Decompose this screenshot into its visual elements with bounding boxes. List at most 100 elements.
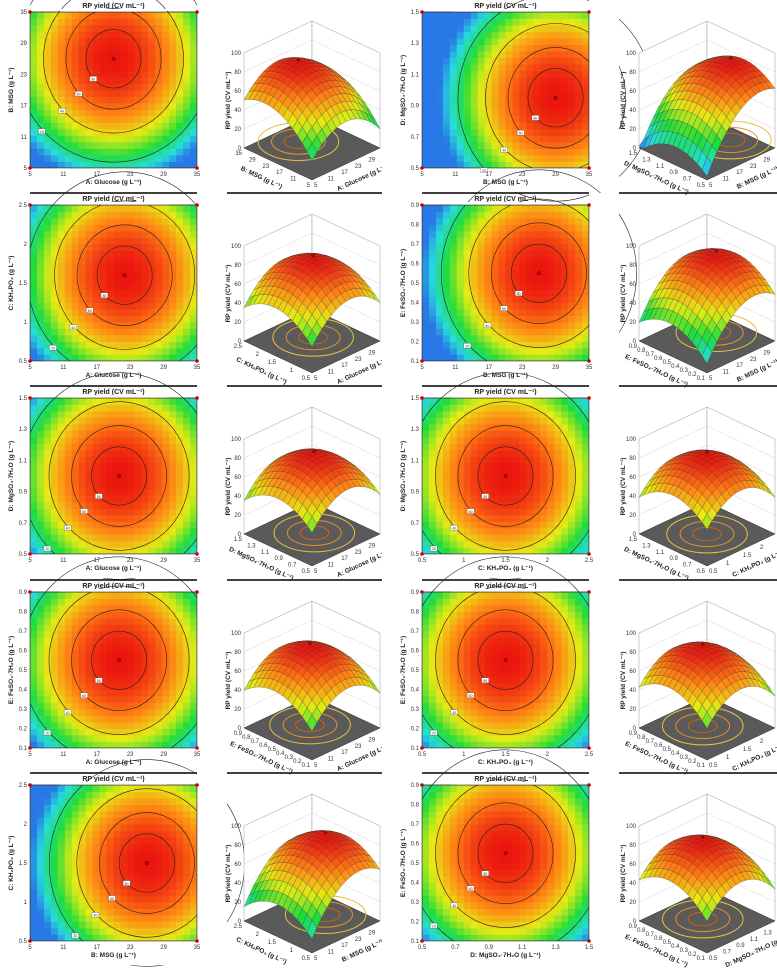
heatmap-cell: [148, 348, 156, 355]
surface-x-tick: 11: [328, 177, 335, 183]
heatmap-cell: [127, 631, 135, 638]
heatmap-cell: [155, 12, 163, 19]
heatmap-cell: [148, 12, 156, 19]
heatmap-cell: [519, 25, 527, 32]
heatmap-cell: [568, 44, 576, 52]
heatmap-cell: [127, 785, 135, 792]
contour-line: [43, 0, 184, 134]
heatmap-cell: [568, 83, 576, 91]
contour-line: [98, 812, 195, 914]
heatmap-cell: [30, 257, 38, 264]
surface-x-tick: 29: [368, 930, 375, 936]
surface-x-tick: 23: [355, 357, 362, 363]
heatmap-cell: [113, 541, 121, 548]
contour-line: [48, 585, 190, 735]
heatmap-cell: [190, 598, 198, 606]
heatmap-cell: [113, 605, 121, 612]
heatmap-cell: [141, 77, 149, 84]
heatmap-cell: [568, 155, 576, 162]
z-tick-label: 60: [234, 89, 241, 95]
heatmap-cell: [71, 709, 80, 716]
heatmap-cell: [30, 450, 38, 457]
heatmap-cell: [155, 804, 163, 812]
heatmap-cell: [113, 283, 121, 290]
heatmap-cell: [99, 205, 107, 212]
heatmap-cell: [169, 211, 177, 219]
heatmap-cell: [85, 644, 94, 651]
heatmap-cell: [176, 83, 184, 91]
heatmap-cell: [561, 161, 569, 169]
heatmap-cell: [106, 129, 114, 136]
heatmap-cell: [36, 103, 45, 110]
heatmap-cell: [183, 670, 191, 677]
heatmap-cell: [176, 404, 184, 412]
heatmap-cell: [50, 882, 59, 890]
heatmap-cell: [43, 598, 52, 606]
heatmap-cell: [498, 161, 506, 169]
heatmap-cell: [442, 109, 451, 117]
heatmap-cell: [71, 38, 80, 45]
heatmap-cell: [64, 51, 73, 58]
heatmap-cell: [71, 876, 80, 883]
heatmap-cell: [30, 411, 38, 418]
heatmap-cell: [113, 417, 121, 425]
heatmap-cell: [169, 283, 177, 290]
contour-line: [71, 609, 167, 711]
heatmap-cell: [127, 489, 135, 496]
heatmap-cell: [71, 728, 80, 736]
heatmap-cell: [162, 915, 170, 922]
heatmap-cell: [50, 657, 59, 664]
heatmap-cell: [155, 122, 163, 130]
heatmap-cell: [120, 670, 128, 677]
heatmap-cell: [43, 218, 52, 225]
heatmap-cell: [176, 889, 184, 896]
heatmap-cell: [155, 921, 163, 929]
heatmap-cell: [176, 495, 184, 503]
heatmap-cell: [43, 515, 52, 522]
heatmap-cell: [456, 96, 465, 104]
heatmap-cell: [78, 495, 87, 503]
heatmap-cell: [162, 824, 170, 831]
heatmap-cell: [85, 650, 94, 658]
y-tick-label: 1.5: [19, 281, 28, 287]
heatmap-cell: [92, 263, 100, 271]
heatmap-cell: [43, 122, 52, 130]
grid-line: [243, 425, 381, 459]
y-tick-label: 0.9: [19, 590, 28, 596]
heatmap-cell: [36, 934, 45, 942]
heatmap-cell: [36, 437, 45, 444]
heatmap-cell: [106, 38, 114, 45]
heatmap-cell: [155, 315, 163, 323]
heatmap-cell: [141, 469, 149, 477]
heatmap-cell: [64, 741, 73, 749]
heatmap-cell: [127, 103, 135, 110]
heatmap-cell: [435, 57, 444, 65]
heatmap-cell: [85, 921, 94, 929]
heatmap-cell: [78, 148, 87, 156]
heatmap-cell: [106, 863, 114, 870]
heatmap-cell: [540, 18, 548, 26]
heatmap-cell: [85, 411, 94, 418]
heatmap-cell: [50, 824, 59, 831]
heatmap-cell: [71, 521, 80, 529]
heatmap-cell: [141, 876, 149, 883]
heatmap-cell: [57, 263, 66, 271]
heatmap-cell: [71, 850, 80, 857]
heatmap-cell: [169, 51, 177, 58]
heatmap-cell: [78, 309, 87, 316]
heatmap-cell: [127, 863, 135, 870]
heatmap-cell: [57, 689, 66, 697]
heatmap-cell: [183, 928, 191, 935]
heatmap-cell: [176, 322, 184, 329]
heatmap-cell: [561, 25, 569, 32]
heatmap-cell: [127, 237, 135, 245]
heatmap-cell: [106, 109, 114, 117]
heatmap-cell: [498, 96, 506, 104]
design-point: [28, 359, 32, 363]
heatmap-cell: [99, 51, 107, 58]
heatmap-cell: [92, 521, 100, 529]
heatmap-cell: [183, 657, 191, 664]
heatmap-cell: [176, 57, 184, 65]
heatmap-cell: [50, 830, 59, 838]
heatmap-cell: [141, 224, 149, 232]
